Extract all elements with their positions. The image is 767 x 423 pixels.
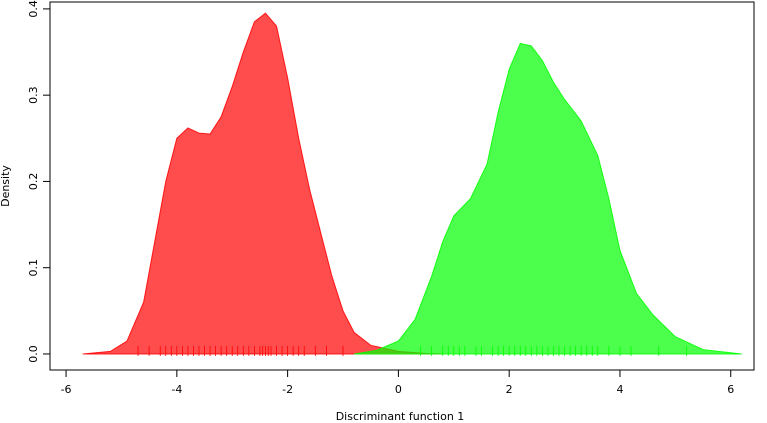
x-tick-label: 0 [395, 383, 402, 396]
x-tick-label: 6 [727, 383, 734, 396]
x-tick-label: 2 [506, 383, 513, 396]
density-area [354, 42, 742, 355]
x-axis-label: Discriminant function 1 [336, 410, 465, 423]
y-tick-label: 0.4 [27, 0, 40, 18]
x-tick-label: -2 [282, 383, 293, 396]
y-tick-label: 0.2 [27, 173, 40, 191]
y-tick-label: 0.3 [27, 86, 40, 104]
x-tick-label: 4 [616, 383, 623, 396]
x-tick-label: -6 [61, 383, 72, 396]
density-area [82, 12, 443, 355]
plot-frame [49, 1, 755, 371]
y-tick-label: 0.1 [27, 259, 40, 277]
x-tick-label: -4 [171, 383, 182, 396]
y-tick-label: 0.0 [27, 345, 40, 363]
y-axis-label: Density [0, 165, 12, 207]
